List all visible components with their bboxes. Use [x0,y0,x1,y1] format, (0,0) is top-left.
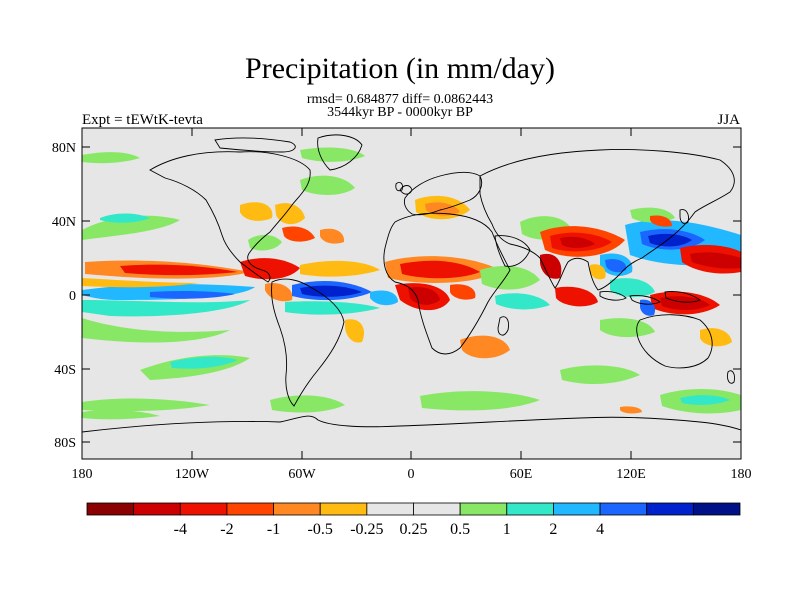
colorbar-swatch [226,502,274,516]
colorbar-swatch [646,502,694,516]
lat-tick-label: 0 [69,289,76,304]
colorbar-label: 4 [596,521,604,538]
season-label: JJA [717,112,740,128]
colorbar: -4 -2 -1 -0.5 -0.25 0.25 0.5 1 2 4 [86,502,741,538]
colorbar-label: 0.5 [450,521,470,538]
colorbar-label: -2 [220,521,233,538]
lat-tick-label: 40S [54,363,76,378]
colorbar-swatch [506,502,554,516]
colorbar-swatch [86,502,135,516]
colorbar-label: -4 [174,521,187,538]
coastlines [82,134,741,433]
colorbar-swatch [179,502,228,516]
lon-tick-label: 180 [731,467,752,482]
colorbar-swatch [553,502,601,516]
longitude-labels: 180 120W 60W 0 60E 120E 180 [72,467,752,482]
colorbar-swatch [599,502,648,516]
colorbar-swatch [459,502,508,516]
colorbar-label: 0.25 [400,521,428,538]
colorbar-label: -0.5 [308,521,333,538]
colorbar-swatch [366,502,414,516]
lat-tick-label: 80S [54,436,76,451]
colorbar-label: 1 [503,521,511,538]
lon-tick-label: 120W [175,467,210,482]
lat-tick-label: 80N [52,141,76,156]
axis-ticks [81,128,742,459]
plot-title: Precipitation (in mm/day) [245,52,555,85]
latitude-labels: 80N 40N 0 40S 80S [52,141,76,451]
experiment-label: Expt = tEWtK-tevta [82,112,203,128]
lon-tick-label: 180 [72,467,93,482]
colorbar-swatch [133,502,181,516]
colorbar-swatch [319,502,368,516]
map-area [82,128,741,459]
colorbar-swatch [413,502,461,516]
lon-tick-label: 0 [408,467,415,482]
lon-tick-label: 60E [510,467,533,482]
period-subtitle: 3544kyr BP - 0000kyr BP [327,105,473,120]
colorbar-label: -0.25 [350,521,383,538]
colorbar-label: -1 [267,521,280,538]
lon-tick-label: 120E [616,467,646,482]
colorbar-swatch [692,502,741,516]
colorbar-swatch [273,502,321,516]
stats-subtitle: rmsd= 0.684877 diff= 0.0862443 [306,92,494,107]
colorbar-label: 2 [549,521,557,538]
lon-tick-label: 60W [288,467,316,482]
anomaly-fields [82,147,741,420]
lat-tick-label: 40N [52,215,76,230]
